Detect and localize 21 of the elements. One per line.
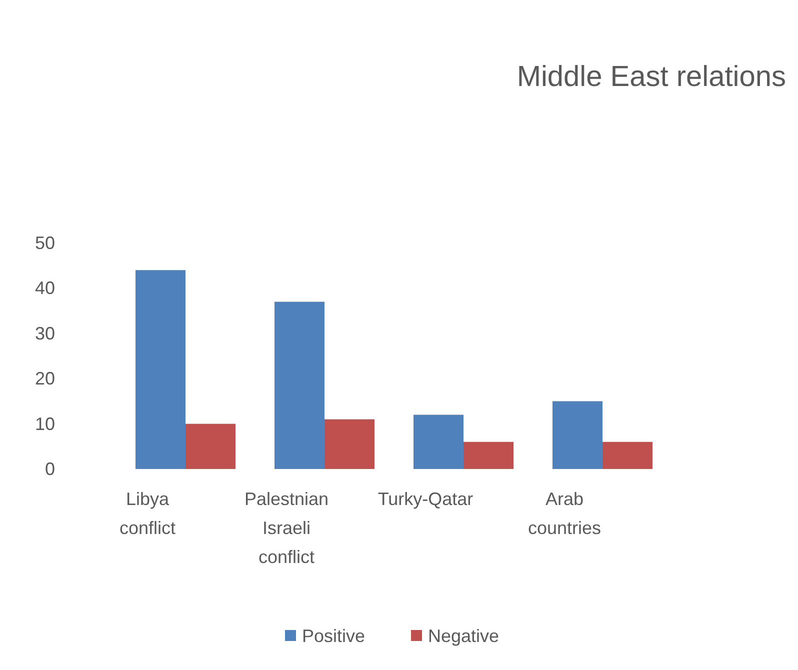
y-tick-label: 30 [34, 323, 55, 344]
y-tick-label: 50 [34, 233, 55, 253]
bar [186, 424, 236, 469]
x-tick-label: Arab countries [528, 489, 602, 538]
bar [464, 442, 514, 469]
x-tick-label: Libya conflict [119, 489, 176, 538]
bar [274, 302, 324, 469]
bar [324, 419, 374, 469]
x-tick-label: Turky-Qatar [378, 489, 474, 509]
bar [602, 442, 652, 469]
legend-label: Negative [428, 626, 500, 646]
y-tick-label: 0 [44, 459, 55, 479]
bar [414, 414, 464, 469]
legend-label: Positive [302, 626, 366, 646]
bar [136, 270, 186, 469]
bar [552, 401, 602, 469]
x-tick-label: Palestnian Israeli conflict [244, 489, 329, 567]
y-tick-label: 40 [34, 278, 55, 298]
y-tick-label: 20 [34, 368, 55, 389]
y-tick-label: 10 [34, 414, 55, 434]
chart-title: Middle East relations [516, 61, 786, 93]
